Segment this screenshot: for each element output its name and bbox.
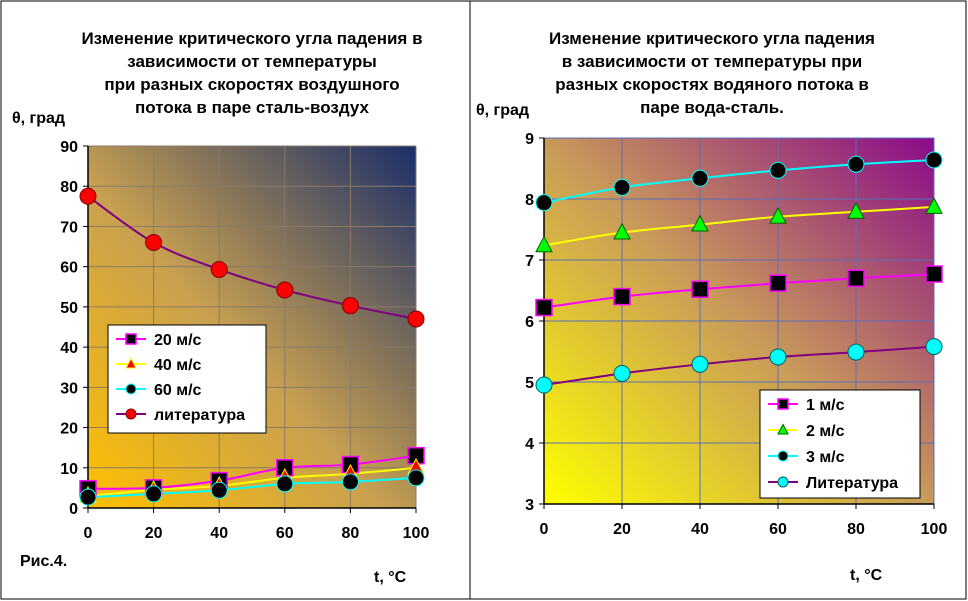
- right-title-line-1: Изменение критического угла падения: [549, 29, 875, 48]
- right-y-axis-label: θ, град: [476, 102, 529, 119]
- r-x-tick-label-5: 100: [921, 521, 948, 538]
- left-x-axis-label: t, °C: [374, 569, 407, 586]
- r-y-tick-label-3: 6: [525, 314, 534, 331]
- l-series-2-point-3: [276, 475, 294, 493]
- r-series-3-point-4: [847, 343, 865, 361]
- r-legend-marker-1: [777, 423, 789, 435]
- r-series-1-point-2: [691, 214, 709, 232]
- left-y-axis-label: θ, град: [12, 110, 65, 127]
- l-y-tick-label-4: 40: [60, 340, 78, 357]
- left-title-line-1: Изменение критического угла падения в: [81, 29, 422, 48]
- l-series-2-point-0: [79, 488, 97, 506]
- right-x-axis-label: t, °C: [850, 567, 883, 584]
- left-title-line-3: при разных скоростях воздушного: [104, 75, 399, 94]
- r-series-3-point-1: [613, 364, 631, 382]
- r-y-tick-label-1: 4: [525, 436, 534, 453]
- l-legend-label-2: 60 м/с: [154, 382, 202, 399]
- r-series-2-point-0: [535, 194, 553, 212]
- l-series-3-point-0: [79, 187, 97, 205]
- r-legend-label-2: 3 м/с: [806, 449, 845, 466]
- r-series-0-point-2: [691, 280, 709, 299]
- r-legend-marker-3: [777, 476, 789, 488]
- l-x-tick-label-3: 60: [276, 525, 294, 542]
- r-series-3-point-3: [769, 348, 787, 366]
- r-series-3-point-5: [925, 338, 943, 356]
- r-series-0-point-1: [613, 287, 631, 306]
- right-title-line-2: в зависимости от температуры при: [562, 52, 863, 71]
- l-series-3-point-3: [276, 281, 294, 299]
- l-series-3-point-4: [341, 297, 359, 315]
- l-series-2-point-1: [145, 485, 163, 503]
- r-x-tick-label-4: 80: [847, 521, 865, 538]
- r-series-1-point-4: [847, 201, 865, 219]
- l-legend-marker-0: [125, 333, 137, 345]
- r-series-2-point-5: [925, 151, 943, 169]
- left-title-line-4: потока в паре сталь-воздух: [135, 98, 370, 117]
- l-legend-marker-2: [125, 383, 137, 395]
- r-legend-label-3: Литература: [806, 475, 898, 492]
- l-y-tick-label-5: 50: [60, 300, 78, 317]
- r-x-tick-label-1: 20: [613, 521, 631, 538]
- l-y-tick-label-6: 60: [60, 260, 78, 277]
- r-series-0-point-5: [925, 265, 943, 283]
- r-x-tick-label-0: 0: [540, 521, 549, 538]
- r-series-2-point-3: [769, 161, 787, 179]
- r-x-tick-label-2: 40: [691, 521, 709, 538]
- l-y-tick-label-1: 10: [60, 461, 78, 478]
- l-y-tick-label-8: 80: [60, 179, 78, 196]
- right-title-line-4: паре вода-сталь.: [640, 98, 784, 117]
- l-x-tick-label-2: 40: [210, 525, 228, 542]
- l-series-2-point-5: [407, 469, 425, 487]
- r-legend-marker-2: [777, 450, 789, 462]
- l-y-tick-label-0: 0: [69, 501, 78, 518]
- r-series-2-point-4: [847, 155, 865, 173]
- r-series-2-point-1: [613, 178, 631, 196]
- left-title-line-2: зависимости от температуры: [127, 52, 377, 71]
- r-y-tick-label-6: 9: [525, 131, 534, 148]
- r-series-3-point-0: [535, 376, 553, 394]
- r-y-tick-label-2: 5: [525, 375, 534, 392]
- l-y-tick-label-3: 30: [60, 380, 78, 397]
- r-legend-label-1: 2 м/с: [806, 423, 845, 440]
- r-series-1-point-0: [535, 235, 553, 253]
- r-x-tick-label-3: 60: [769, 521, 787, 538]
- r-y-tick-label-5: 8: [525, 192, 534, 209]
- r-series-line-1: [543, 205, 935, 247]
- l-y-tick-label-7: 70: [60, 219, 78, 236]
- r-y-tick-label-4: 7: [525, 253, 534, 270]
- l-series-2-point-2: [210, 481, 228, 499]
- l-legend-marker-1: [125, 357, 137, 369]
- right-title-line-3: разных скоростях водяного потока в: [555, 75, 869, 94]
- right-chart: Изменение критического угла падения в за…: [476, 29, 947, 584]
- figure-label: Рис.4.: [20, 553, 67, 570]
- l-series-3-point-1: [145, 234, 163, 252]
- r-series-3-point-2: [691, 355, 709, 373]
- r-series-2-point-2: [691, 169, 709, 187]
- l-x-tick-label-4: 80: [342, 525, 360, 542]
- l-y-tick-label-2: 20: [60, 421, 78, 438]
- r-series-0-point-4: [847, 269, 865, 288]
- l-x-tick-label-1: 20: [145, 525, 163, 542]
- l-legend-marker-3: [125, 408, 137, 420]
- r-y-tick-label-0: 3: [525, 497, 534, 514]
- left-chart: Изменение критического угла падения в за…: [12, 29, 429, 586]
- r-series-1-point-3: [769, 206, 787, 224]
- l-legend-label-0: 20 м/с: [154, 332, 202, 349]
- l-y-tick-label-9: 90: [60, 139, 78, 156]
- l-series-3-point-2: [210, 260, 228, 278]
- l-x-tick-label-0: 0: [84, 525, 93, 542]
- r-legend-label-0: 1 м/с: [806, 397, 845, 414]
- r-series-0-point-3: [769, 274, 787, 292]
- l-legend-label-1: 40 м/с: [154, 357, 202, 374]
- l-series-3-point-5: [407, 310, 425, 328]
- r-series-1-point-5: [925, 197, 943, 214]
- r-series-1-point-1: [613, 222, 631, 240]
- r-series-0-point-0: [535, 298, 553, 317]
- l-x-tick-label-5: 100: [403, 525, 430, 542]
- l-legend-label-3: литература: [154, 407, 245, 424]
- r-legend-marker-0: [777, 398, 789, 410]
- l-series-2-point-4: [341, 473, 359, 491]
